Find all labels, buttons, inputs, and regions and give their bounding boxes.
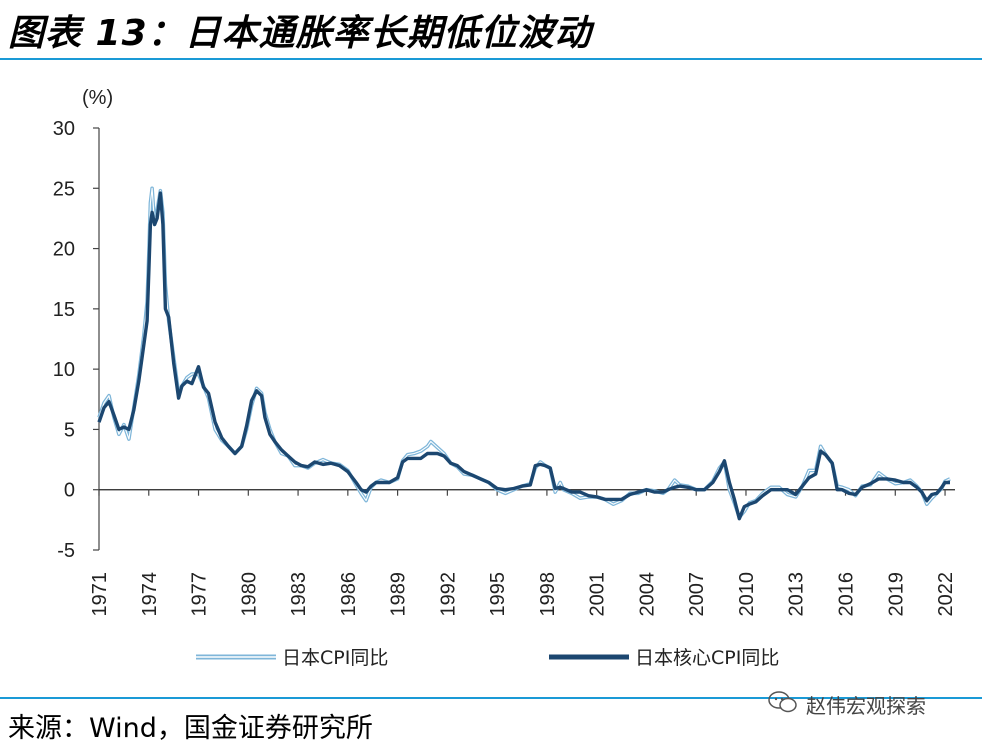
x-tick-label: 1983 <box>288 572 310 617</box>
source-note: 来源：Wind，国金证券研究所 <box>8 713 373 744</box>
y-tick-label: 30 <box>53 118 75 140</box>
x-tick-label: 1989 <box>388 572 410 617</box>
x-tick-label: 1995 <box>487 572 509 617</box>
x-tick-label: 2016 <box>836 572 858 617</box>
y-axis: 30 25 20 15 10 5 0 -5 <box>53 118 100 562</box>
y-tick-label: 15 <box>53 299 75 321</box>
x-tick-label: 2001 <box>587 572 609 617</box>
cpi-yoy-line-inner <box>98 187 951 518</box>
legend-cpi-label: 日本CPI同比 <box>282 647 388 669</box>
x-tick-label: 1992 <box>437 572 459 617</box>
y-tick-label: 20 <box>53 239 75 261</box>
x-tick-label: 1971 <box>89 572 111 617</box>
watermark-text: 赵伟宏观探索 <box>806 694 926 718</box>
y-tick-label: 10 <box>53 359 75 381</box>
legend-core-cpi-label: 日本核心CPI同比 <box>635 647 779 669</box>
title-divider <box>0 58 982 60</box>
y-axis-unit-label: (%) <box>82 87 113 109</box>
x-tick-label: 1980 <box>238 572 260 617</box>
x-tick-label: 2013 <box>786 572 808 617</box>
x-tick-label: 1974 <box>139 572 161 617</box>
figure-title: 图表 13：日本通胀率长期低位波动 <box>8 13 592 54</box>
x-tick-label: 2022 <box>935 572 957 617</box>
x-axis: 1971 1974 1977 1980 1983 1986 1989 1992 1995 1998… <box>89 489 957 617</box>
source-divider <box>0 697 982 699</box>
x-tick-label: 2004 <box>636 572 658 617</box>
wechat-icon <box>768 691 797 713</box>
x-tick-label: 2007 <box>686 572 708 617</box>
y-tick-label: 5 <box>64 419 75 441</box>
y-tick-label: -5 <box>57 540 75 562</box>
x-tick-label: 1986 <box>338 572 360 617</box>
y-tick-label: 0 <box>64 480 75 502</box>
chart-legend: 日本CPI同比 日本核心CPI同比 <box>196 647 779 669</box>
series-group <box>97 186 951 521</box>
x-tick-label: 2019 <box>885 572 907 617</box>
core-cpi-yoy-line <box>97 191 950 521</box>
cpi-yoy-line-outline <box>97 186 951 520</box>
x-tick-label: 1977 <box>189 572 211 617</box>
x-tick-label: 2010 <box>736 572 758 617</box>
y-tick-label: 25 <box>53 178 75 200</box>
x-tick-label: 1998 <box>537 572 559 617</box>
